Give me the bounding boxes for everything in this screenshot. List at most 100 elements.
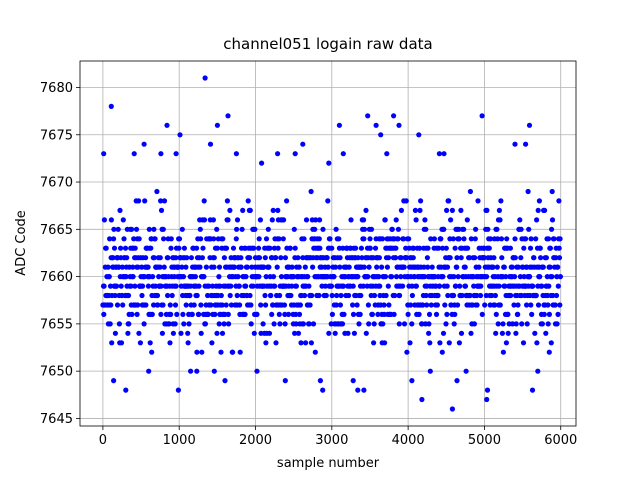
data-point	[486, 245, 492, 251]
data-point	[527, 245, 534, 251]
data-point	[436, 245, 442, 251]
data-point	[287, 245, 293, 251]
data-point	[291, 274, 297, 280]
data-point	[454, 264, 460, 270]
data-point	[345, 330, 351, 336]
data-point	[451, 321, 457, 327]
data-point	[243, 283, 249, 289]
data-point	[472, 255, 478, 261]
data-point	[130, 264, 136, 270]
data-point	[409, 283, 415, 289]
data-point	[111, 378, 117, 384]
data-point	[312, 226, 318, 232]
data-point	[536, 198, 543, 204]
data-point	[513, 321, 519, 327]
data-point	[149, 311, 155, 317]
data-point	[426, 330, 432, 336]
data-point	[355, 255, 361, 261]
data-point	[554, 274, 560, 280]
data-point	[444, 283, 450, 289]
data-point	[329, 292, 335, 299]
data-point	[220, 236, 226, 242]
data-point	[545, 236, 552, 242]
data-point	[186, 321, 192, 327]
data-point	[541, 311, 547, 317]
data-point	[493, 330, 499, 336]
data-point	[437, 283, 443, 289]
data-point	[525, 188, 531, 195]
data-point	[233, 151, 239, 157]
data-point	[436, 151, 442, 157]
data-point	[334, 292, 340, 299]
data-point	[118, 283, 124, 289]
data-point	[310, 264, 316, 270]
data-point	[389, 226, 395, 232]
data-point	[230, 349, 236, 355]
data-point	[535, 302, 542, 308]
data-point	[136, 330, 142, 336]
data-point	[258, 302, 264, 308]
data-point	[340, 151, 346, 157]
data-point	[272, 283, 278, 289]
data-point	[472, 236, 478, 242]
data-point	[410, 255, 416, 261]
data-point	[396, 321, 402, 327]
data-point	[422, 217, 428, 223]
data-point	[101, 283, 107, 289]
data-point	[539, 321, 546, 327]
data-point	[545, 321, 551, 327]
data-point	[266, 330, 273, 336]
data-point	[116, 264, 122, 270]
data-point	[376, 274, 382, 280]
data-point	[269, 311, 275, 317]
data-point	[236, 283, 242, 289]
data-point	[482, 302, 488, 308]
data-point	[422, 274, 428, 280]
data-point	[325, 264, 331, 270]
data-point	[101, 151, 107, 157]
data-point	[293, 321, 299, 327]
data-point	[303, 217, 310, 223]
data-point	[159, 330, 165, 336]
data-point	[320, 226, 326, 232]
data-point	[455, 274, 461, 280]
data-point	[295, 255, 301, 261]
data-point	[549, 226, 555, 232]
data-point	[357, 311, 363, 317]
data-point	[393, 255, 399, 261]
x-tick-label: 5000	[468, 433, 501, 448]
data-point	[448, 217, 454, 223]
data-point	[275, 207, 281, 213]
data-point	[509, 321, 516, 327]
data-point	[180, 274, 187, 280]
data-point	[134, 311, 140, 317]
data-point	[358, 292, 364, 299]
data-point	[346, 292, 352, 299]
data-point	[550, 292, 556, 299]
data-point	[442, 302, 448, 308]
data-point	[224, 198, 230, 204]
data-point	[378, 132, 384, 138]
data-point	[300, 141, 306, 147]
data-point	[468, 330, 474, 336]
data-point	[214, 330, 220, 336]
y-tick-label: 7645	[40, 412, 73, 427]
data-point	[409, 292, 415, 299]
y-tick-label: 7670	[40, 176, 73, 191]
data-point	[293, 311, 299, 317]
data-point	[533, 236, 539, 242]
data-point	[254, 368, 260, 374]
data-point	[341, 311, 347, 317]
data-point	[554, 321, 560, 327]
data-point	[278, 274, 285, 280]
data-point	[194, 368, 200, 374]
data-point	[380, 321, 386, 327]
data-point	[261, 264, 267, 270]
data-point	[518, 226, 524, 232]
data-point	[197, 226, 203, 232]
data-point	[409, 378, 415, 384]
data-point	[259, 160, 265, 166]
data-point	[199, 255, 205, 261]
data-point	[468, 236, 474, 242]
data-point	[478, 283, 484, 289]
